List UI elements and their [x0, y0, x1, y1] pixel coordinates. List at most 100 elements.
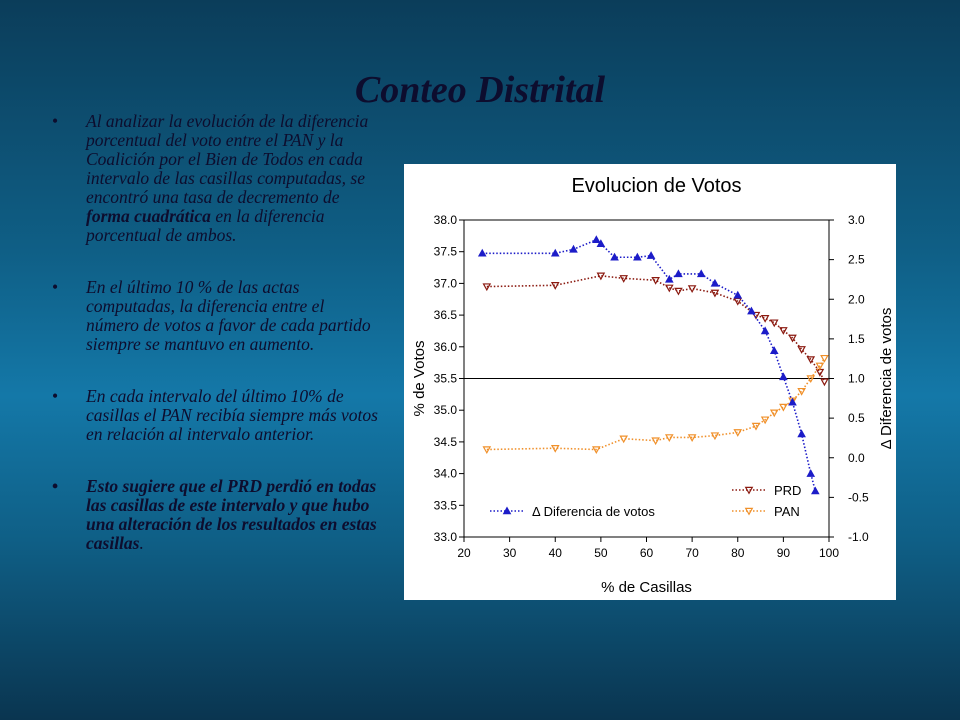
data-point-diferencia [550, 248, 560, 257]
legend-label-diferencia: Δ Diferencia de votos [532, 504, 655, 519]
data-point-prd [751, 311, 761, 320]
data-point-pan [733, 429, 743, 437]
y-left-tick-label: 35.0 [434, 403, 458, 417]
x-tick-label: 90 [777, 546, 791, 560]
data-point-diferencia [806, 469, 816, 477]
data-point-prd [687, 285, 697, 294]
data-point-pan [482, 446, 492, 455]
chart-panel: Evolucion de Votos 20 30 40 50 60 70 80 90 100 38.… [404, 164, 896, 600]
data-point-pan [797, 387, 806, 396]
data-point-prd [779, 327, 788, 335]
data-point-pan [664, 434, 674, 442]
y-left-tick-label: 36.5 [434, 308, 458, 322]
y-left-tick-label: 33.5 [434, 498, 458, 512]
data-point-pan [815, 362, 825, 371]
x-tick-label: 20 [457, 546, 471, 560]
bullet-dot: • [52, 386, 59, 406]
y-right-tick-label: -1.0 [848, 530, 869, 544]
y-right-tick-label: 2.0 [848, 292, 865, 306]
y-right-tick-label: 2.5 [848, 253, 865, 267]
data-point-diferencia [779, 372, 788, 381]
data-point-prd [760, 315, 770, 323]
data-point-prd [550, 282, 560, 290]
y-right-tick-label: -0.5 [848, 490, 869, 504]
slide-title: Conteo Distrital [354, 69, 606, 111]
data-point-diferencia [696, 269, 706, 278]
data-point-diferencia [569, 244, 578, 253]
y-left-tick-label: 37.5 [434, 245, 458, 259]
legend-marker-pan [744, 507, 754, 516]
y-right-tick-label: 1.0 [848, 372, 865, 386]
data-point-pan [591, 446, 601, 455]
y-right-axis-label: Δ Diferencia de votos [878, 308, 895, 450]
data-point-prd [482, 283, 492, 292]
bullet-dot: • [52, 476, 59, 496]
x-tick-label: 30 [503, 546, 517, 560]
legend-label-pan: PAN [774, 504, 800, 519]
legend-marker-diferencia [502, 506, 512, 515]
chart-title: Evolucion de Votos [571, 175, 741, 197]
data-point-pan [651, 437, 660, 446]
data-point-pan [710, 432, 720, 441]
y-left-tick-label: 38.0 [434, 213, 458, 227]
y-left-tick-label: 36.0 [434, 340, 458, 354]
bullet-item: • Al analizar la evolución de la diferenc… [52, 111, 369, 245]
x-tick-label: 60 [640, 546, 654, 560]
data-point-prd [788, 334, 797, 343]
data-point-diferencia [788, 397, 797, 406]
series-line-prd [486, 274, 826, 383]
y-left-tick-label: 37.0 [434, 276, 458, 290]
bullet-item: • Esto sugiere que el PRD perdió en todas… [52, 476, 377, 553]
legend-label-prd: PRD [774, 483, 801, 498]
x-tick-label: 50 [594, 546, 608, 560]
bullet-dot: • [52, 111, 59, 131]
data-point-prd [815, 368, 825, 377]
data-point-diferencia [769, 346, 779, 355]
y-left-tick-label: 34.5 [434, 435, 458, 449]
data-point-prd [710, 289, 720, 298]
bullet-list: • Al analizar la evolución de la diferenc… [48, 112, 378, 586]
data-point-diferencia [610, 252, 619, 261]
data-point-prd [674, 287, 683, 296]
x-tick-label: 40 [549, 546, 563, 560]
x-tick-label: 70 [685, 546, 699, 560]
data-point-pan [619, 435, 629, 444]
data-point-pan [751, 422, 761, 431]
data-point-diferencia [747, 306, 756, 315]
data-point-prd [769, 319, 779, 328]
y-left-axis-label: % de Votos [411, 341, 428, 417]
data-point-diferencia [797, 429, 806, 438]
data-point-prd [797, 346, 806, 354]
data-point-diferencia [596, 239, 606, 248]
data-point-diferencia [664, 274, 674, 283]
data-point-prd [820, 378, 829, 387]
data-point-diferencia [733, 290, 743, 299]
series-line-pan [486, 357, 826, 451]
data-point-prd [596, 272, 606, 281]
data-point-pan [769, 409, 779, 418]
data-point-diferencia [591, 235, 601, 244]
data-point-pan [820, 354, 829, 363]
data-point-diferencia [810, 486, 820, 495]
data-point-pan [687, 434, 697, 442]
data-point-prd [806, 356, 816, 365]
data-point-pan [760, 416, 770, 425]
data-point-diferencia [710, 278, 720, 287]
y-right-tick-label: 1.5 [848, 332, 865, 346]
y-right-tick-label: 0.5 [848, 411, 865, 425]
bullet-item: • En cada intervalo del último 10% de cas… [52, 386, 378, 444]
data-point-pan [779, 403, 788, 412]
y-left-tick-label: 34.0 [434, 467, 458, 481]
data-point-pan [806, 375, 816, 384]
data-point-diferencia [646, 251, 656, 259]
x-tick-label: 80 [731, 546, 745, 560]
legend-marker-prd [744, 486, 754, 495]
data-point-prd [664, 284, 674, 293]
series-line-diferencia [482, 238, 817, 492]
evolution-chart: Evolucion de Votos 20 30 40 50 60 70 80 90 100 38.… [411, 175, 895, 596]
data-point-prd [619, 275, 629, 283]
x-axis-label: % de Casillas [601, 579, 692, 596]
data-point-diferencia [477, 248, 487, 257]
x-tick-label: 100 [819, 546, 839, 560]
data-point-diferencia [760, 326, 770, 335]
